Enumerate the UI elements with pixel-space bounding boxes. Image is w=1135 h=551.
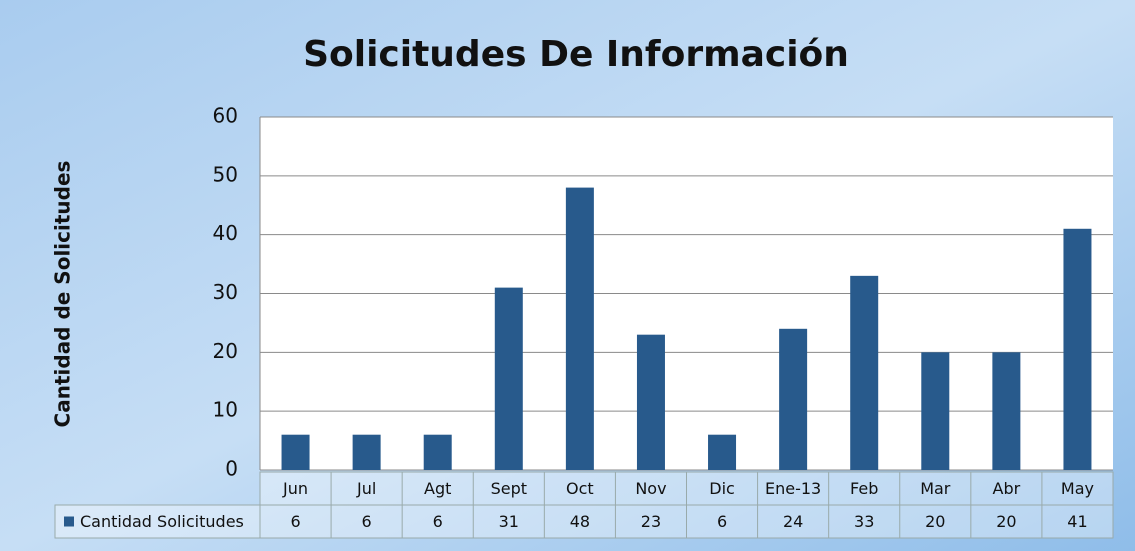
y-axis-label: Cantidad de Solicitudes [51, 161, 75, 428]
chart-title: Solicitudes De Información [303, 34, 849, 75]
bar [779, 328, 808, 470]
x-tick-label: Mar [920, 479, 951, 498]
y-tick-label: 60 [213, 104, 238, 128]
y-tick-label: 20 [213, 339, 238, 363]
table-value: 6 [362, 512, 372, 531]
bar [423, 434, 452, 470]
x-tick-label: Nov [635, 479, 666, 498]
table-value: 6 [717, 512, 727, 531]
bar [1063, 228, 1092, 470]
bar [708, 434, 737, 470]
bar [281, 434, 310, 470]
table-value: 6 [290, 512, 300, 531]
y-tick-label: 30 [213, 280, 238, 304]
x-tick-label: Agt [424, 479, 451, 498]
bar [850, 275, 879, 470]
table-value: 41 [1067, 512, 1087, 531]
bar [636, 334, 665, 470]
bar [921, 352, 950, 470]
table-value: 6 [433, 512, 443, 531]
x-tick-label: Feb [850, 479, 878, 498]
table-value: 20 [925, 512, 945, 531]
x-tick-label: May [1061, 479, 1094, 498]
table-value: 48 [570, 512, 590, 531]
x-tick-label: Sept [491, 479, 527, 498]
x-tick-label: Jun [282, 479, 308, 498]
y-tick-label: 50 [213, 162, 238, 186]
x-tick-label: Jul [356, 479, 376, 498]
table-value: 24 [783, 512, 803, 531]
table-value: 33 [854, 512, 874, 531]
y-tick-label: 40 [213, 221, 238, 245]
y-tick-label: 0 [225, 457, 238, 481]
legend-swatch [64, 516, 74, 527]
y-tick-label: 10 [213, 398, 238, 422]
bar [565, 187, 594, 470]
bar [494, 287, 523, 470]
x-tick-label: Abr [993, 479, 1021, 498]
bar [352, 434, 381, 470]
table-bg [54, 504, 1114, 539]
x-tick-label: Dic [709, 479, 735, 498]
table-value: 31 [499, 512, 519, 531]
bar [992, 352, 1021, 470]
legend-label: Cantidad Solicitudes [80, 512, 244, 531]
x-tick-label: Oct [566, 479, 594, 498]
x-tick-label: Ene-13 [765, 479, 821, 498]
table-value: 20 [996, 512, 1016, 531]
table-value: 23 [641, 512, 661, 531]
